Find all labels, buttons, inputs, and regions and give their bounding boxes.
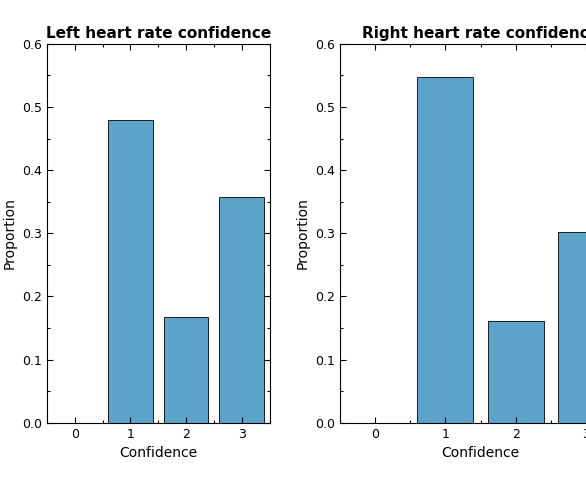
Title: Left heart rate confidence: Left heart rate confidence: [46, 26, 271, 41]
Y-axis label: Proportion: Proportion: [295, 197, 309, 269]
Bar: [558, 232, 586, 423]
Bar: [164, 317, 209, 423]
Title: Right heart rate confidence: Right heart rate confidence: [362, 26, 586, 41]
X-axis label: Confidence: Confidence: [441, 446, 520, 460]
Y-axis label: Proportion: Proportion: [2, 197, 16, 269]
Bar: [220, 197, 264, 423]
X-axis label: Confidence: Confidence: [119, 446, 197, 460]
Bar: [108, 120, 152, 423]
Bar: [417, 77, 473, 423]
Bar: [488, 321, 544, 423]
